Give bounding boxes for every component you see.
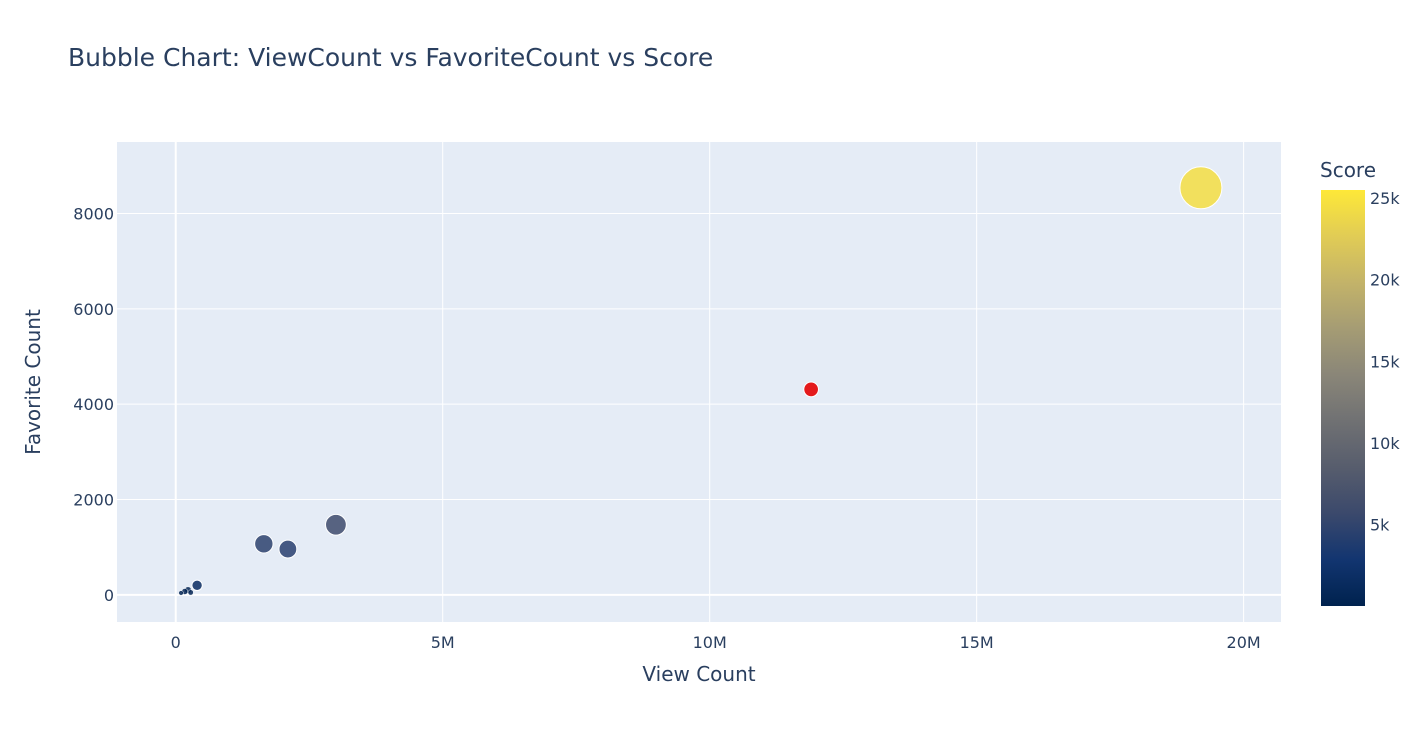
colorbar-tick-label: 20k: [1370, 271, 1400, 290]
grid-lines: [117, 142, 1281, 622]
x-tick-label: 0: [171, 633, 181, 652]
bubble-point[interactable]: [191, 579, 203, 591]
x-tick-label: 20M: [1227, 633, 1261, 652]
colorbar: [1321, 190, 1365, 606]
colorbar-tick-label: 10k: [1370, 434, 1400, 453]
plot-area: [117, 142, 1281, 622]
bubble-point[interactable]: [187, 589, 194, 596]
bubble-point[interactable]: [1179, 166, 1223, 210]
y-axis-title: Favorite Count: [21, 309, 45, 455]
bubble-point[interactable]: [803, 381, 819, 398]
data-points: [178, 166, 1223, 596]
y-tick-label: 8000: [73, 204, 114, 223]
colorbar-tick-label: 25k: [1370, 189, 1400, 208]
bubble-point[interactable]: [325, 513, 347, 536]
bubble-point[interactable]: [178, 590, 184, 596]
bubble-point[interactable]: [278, 539, 298, 559]
colorbar-tick-label: 15k: [1370, 352, 1400, 371]
y-tick-label: 2000: [73, 490, 114, 509]
axis-ticks: 0 5M 10M 15M 20M 0 2000 4000 6000 8000: [73, 204, 1260, 652]
y-tick-label: 6000: [73, 300, 114, 319]
colorbar-tick-label: 5k: [1370, 515, 1390, 534]
x-tick-label: 5M: [431, 633, 455, 652]
colorbar-ticks: 5k 10k 15k 20k 25k: [1370, 189, 1400, 534]
x-tick-label: 15M: [960, 633, 994, 652]
y-tick-label: 0: [104, 586, 114, 605]
chart-title: Bubble Chart: ViewCount vs FavoriteCount…: [68, 43, 713, 72]
bubble-point[interactable]: [254, 534, 274, 554]
x-tick-label: 10M: [693, 633, 727, 652]
x-axis-title: View Count: [642, 662, 755, 686]
y-tick-label: 4000: [73, 395, 114, 414]
colorbar-title: Score: [1320, 158, 1376, 182]
